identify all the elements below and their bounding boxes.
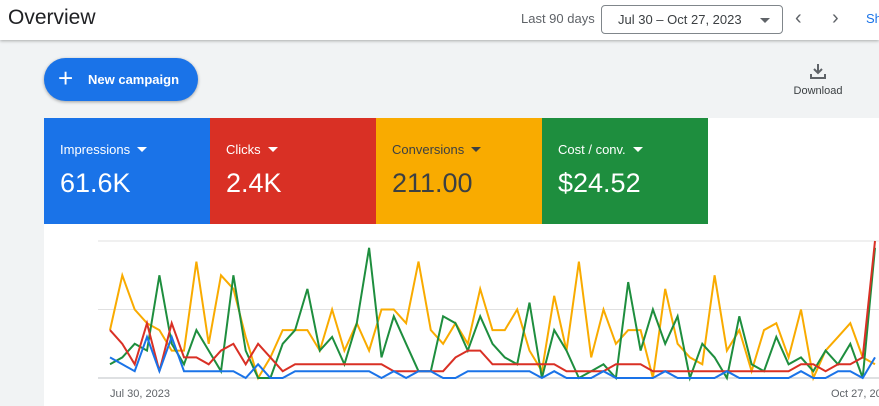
metric-tile-conversions[interactable]: Conversions 211.00	[376, 118, 542, 224]
download-icon	[810, 64, 826, 79]
metric-value: 211.00	[392, 168, 473, 198]
metric-value: 61.6K	[60, 168, 131, 198]
download-label: Download	[793, 85, 843, 97]
chevron-left-icon: ‹	[795, 7, 802, 29]
new-campaign-label: New campaign	[88, 72, 180, 87]
series-line-impressions	[109, 333, 876, 380]
top-bar: Overview Last 90 days Jul 30 – Oct 27, 2…	[0, 0, 879, 40]
metric-value: 2.4K	[226, 168, 282, 198]
series-line-conversions	[109, 261, 876, 382]
series-line-cost-conv	[109, 247, 876, 382]
next-period-button[interactable]: ›	[832, 7, 839, 30]
plus-icon: +	[58, 63, 74, 93]
download-button[interactable]: Download	[788, 62, 848, 97]
date-range-value: Jul 30 – Oct 27, 2023	[618, 12, 742, 27]
metric-name[interactable]: Impressions	[60, 142, 147, 157]
metric-tile-cost-conv[interactable]: Cost / conv. $24.52	[542, 118, 708, 224]
chevron-down-icon	[760, 18, 770, 23]
new-campaign-button[interactable]: + New campaign	[44, 58, 198, 101]
show-link[interactable]: Sh	[866, 11, 879, 26]
chevron-right-icon: ›	[832, 7, 839, 29]
series-line-clicks	[109, 240, 876, 373]
performance-chart: Jul 30, 2023 Oct 27, 2023	[98, 240, 879, 400]
date-range-select[interactable]: Jul 30 – Oct 27, 2023	[601, 5, 783, 34]
x-tick-label: Oct 27, 2023	[831, 388, 879, 400]
x-tick-label: Jul 30, 2023	[110, 388, 170, 400]
previous-period-button[interactable]: ‹	[795, 7, 802, 30]
metric-tile-impressions[interactable]: Impressions 61.6K	[44, 118, 210, 224]
metric-tile-clicks[interactable]: Clicks 2.4K	[210, 118, 376, 224]
metric-name[interactable]: Clicks	[226, 142, 278, 157]
page-title: Overview	[8, 6, 96, 29]
date-range-label: Last 90 days	[521, 11, 595, 26]
overview-card: Impressions 61.6K Clicks 2.4K Conversions 211…	[44, 118, 879, 406]
metric-name[interactable]: Cost / conv.	[558, 142, 643, 157]
metric-value: $24.52	[558, 168, 641, 198]
metric-name[interactable]: Conversions	[392, 142, 481, 157]
